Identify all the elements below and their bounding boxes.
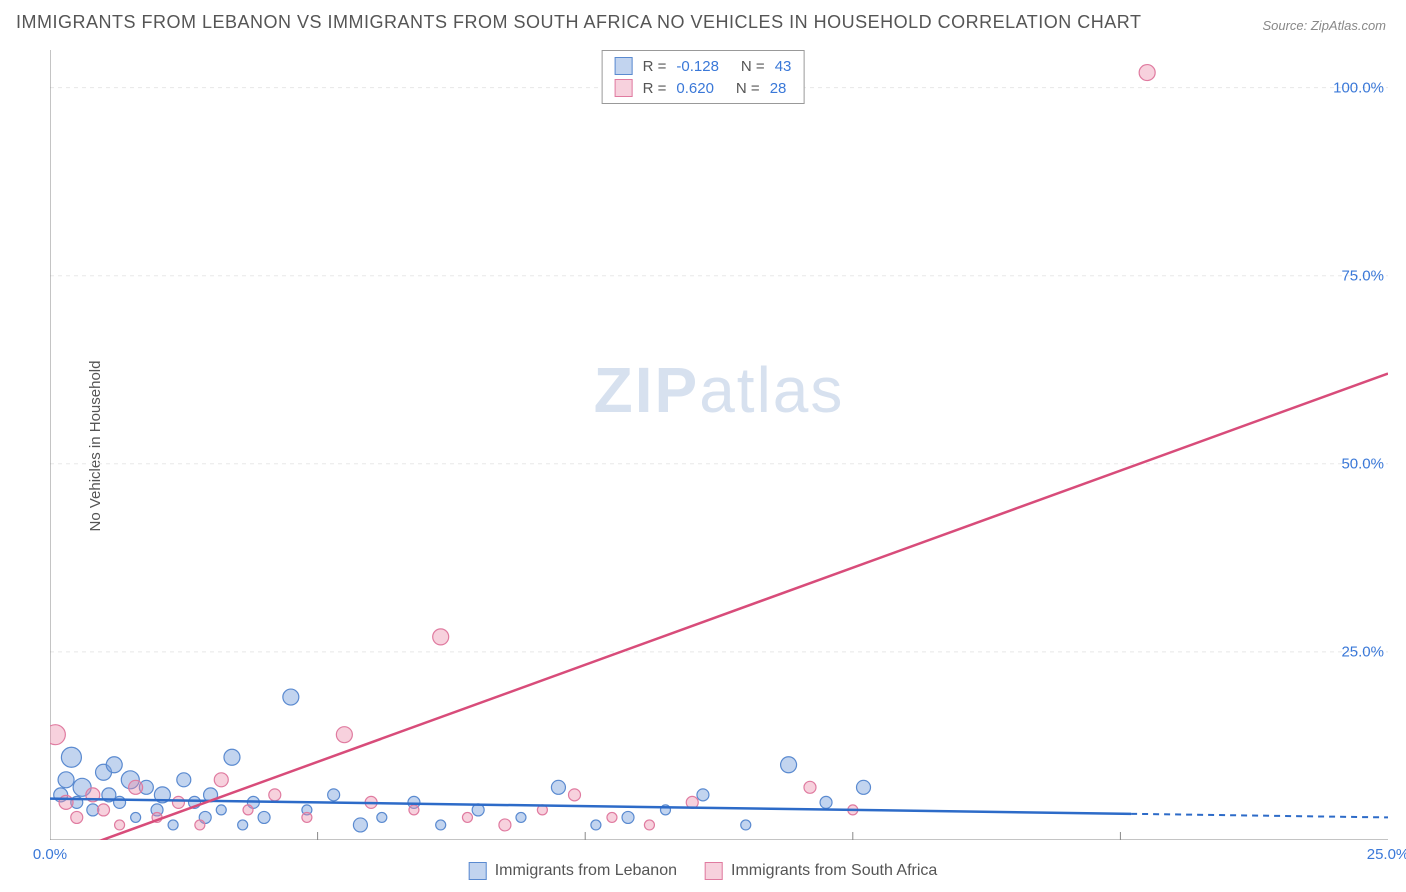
data-point	[433, 629, 449, 645]
r-value: 0.620	[676, 80, 714, 97]
x-tick-label: 25.0%	[1367, 846, 1406, 863]
data-point	[269, 789, 281, 801]
n-value: 28	[770, 80, 787, 97]
data-point	[462, 812, 472, 822]
data-point	[115, 820, 125, 830]
n-value: 43	[775, 58, 792, 75]
y-tick-label: 100.0%	[1333, 79, 1384, 96]
data-point	[129, 780, 143, 794]
data-point	[59, 795, 73, 809]
data-point	[436, 820, 446, 830]
data-point	[377, 812, 387, 822]
series-legend: Immigrants from Lebanon Immigrants from S…	[469, 862, 938, 880]
data-point	[283, 689, 299, 705]
data-point	[238, 820, 248, 830]
data-point	[216, 805, 226, 815]
data-point	[71, 811, 83, 823]
legend-item: Immigrants from South Africa	[705, 862, 937, 880]
data-point	[781, 757, 797, 773]
y-tick-label: 50.0%	[1341, 455, 1384, 472]
data-point	[243, 805, 253, 815]
data-point	[58, 772, 74, 788]
data-point	[336, 727, 352, 743]
data-point	[258, 811, 270, 823]
legend-swatch	[469, 862, 487, 880]
r-label: R =	[643, 80, 667, 97]
data-point	[214, 773, 228, 787]
legend-item: Immigrants from Lebanon	[469, 862, 677, 880]
data-point	[114, 796, 126, 808]
r-label: R =	[643, 58, 667, 75]
y-tick-label: 25.0%	[1341, 643, 1384, 660]
legend-swatch	[615, 79, 633, 97]
source-credit: Source: ZipAtlas.com	[1262, 18, 1386, 33]
y-tick-label: 75.0%	[1341, 267, 1384, 284]
data-point	[50, 725, 65, 745]
data-point	[61, 747, 81, 767]
trend-line	[61, 374, 1388, 840]
data-point	[224, 749, 240, 765]
chart-title: IMMIGRANTS FROM LEBANON VS IMMIGRANTS FR…	[16, 12, 1141, 33]
data-point	[168, 820, 178, 830]
legend-stat-row: R = -0.128 N = 43	[615, 55, 792, 77]
data-point	[195, 820, 205, 830]
n-label: N =	[736, 80, 760, 97]
trend-line-extrapolated	[1131, 814, 1388, 818]
r-value: -0.128	[676, 58, 719, 75]
legend-swatch	[705, 862, 723, 880]
data-point	[302, 812, 312, 822]
data-point	[644, 820, 654, 830]
data-point	[551, 780, 565, 794]
data-point	[131, 812, 141, 822]
data-point	[820, 796, 832, 808]
data-point	[409, 805, 419, 815]
data-point	[607, 812, 617, 822]
chart-area: ZIPatlas 25.0%50.0%75.0%100.0% 0.0%25.0%	[50, 50, 1388, 840]
data-point	[172, 796, 184, 808]
legend-label: Immigrants from South Africa	[731, 862, 937, 880]
data-point	[353, 818, 367, 832]
data-point	[741, 820, 751, 830]
n-label: N =	[741, 58, 765, 75]
data-point	[328, 789, 340, 801]
data-point	[98, 804, 110, 816]
data-point	[106, 757, 122, 773]
data-point	[568, 789, 580, 801]
correlation-legend: R = -0.128 N = 43 R = 0.620 N = 28	[602, 50, 805, 104]
x-tick-label: 0.0%	[33, 846, 67, 863]
data-point	[177, 773, 191, 787]
data-point	[1139, 65, 1155, 81]
data-point	[622, 811, 634, 823]
legend-swatch	[615, 57, 633, 75]
data-point	[516, 812, 526, 822]
data-point	[591, 820, 601, 830]
legend-label: Immigrants from Lebanon	[495, 862, 677, 880]
scatter-plot	[50, 50, 1388, 840]
data-point	[697, 789, 709, 801]
data-point	[499, 819, 511, 831]
data-point	[857, 780, 871, 794]
legend-stat-row: R = 0.620 N = 28	[615, 77, 792, 99]
data-point	[804, 781, 816, 793]
